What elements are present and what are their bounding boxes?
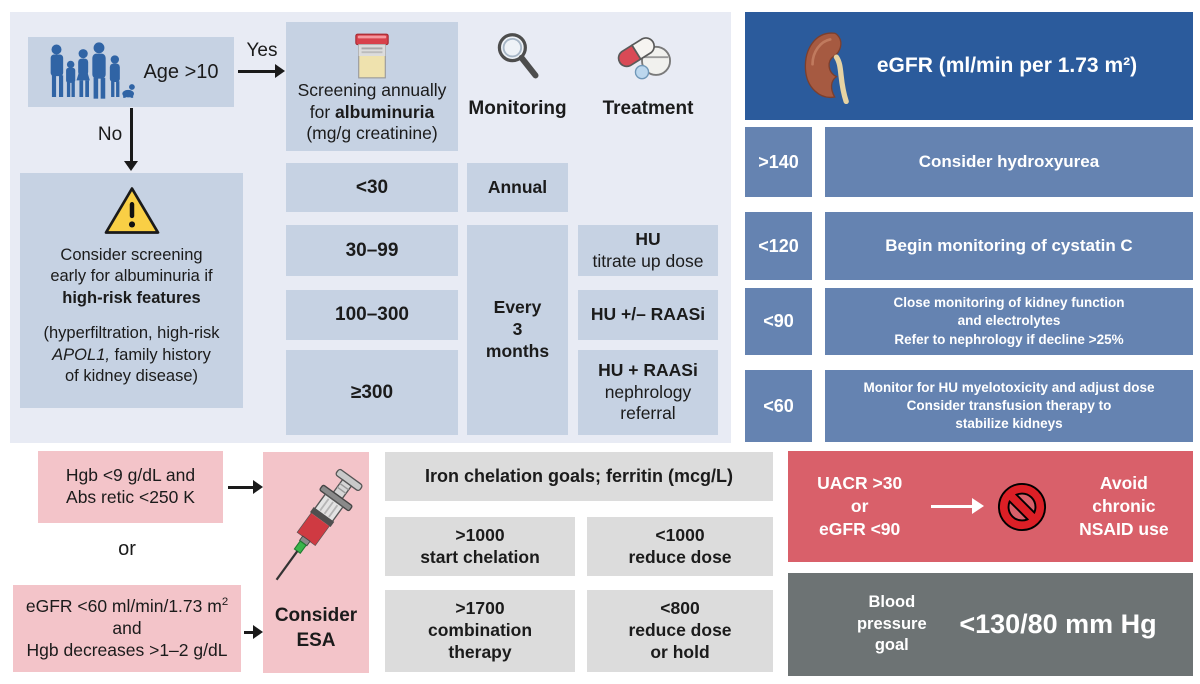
age-box: Age >10 [28, 37, 234, 107]
no-arrow [124, 108, 138, 171]
esa-criteria1-box: Hgb <9 g/dL and Abs retic <250 K [38, 451, 223, 523]
albuminuria-category-box: ≥300 [286, 350, 458, 435]
bp-value: <130/80 mm Hg [959, 609, 1157, 639]
chelation-header: Iron chelation goals; ferritin (mcg/L) [385, 452, 773, 501]
warning-box: Consider screening early for albuminuria… [20, 173, 243, 408]
consider-esa-box: Consider ESA [263, 452, 369, 673]
yes-arrow [238, 64, 285, 78]
prohibition-icon [997, 482, 1047, 532]
egfr-title: eGFR (ml/min per 1.73 m²) [876, 54, 1138, 77]
syringe-icon [268, 462, 364, 598]
egfr-header: eGFR (ml/min per 1.73 m²) [745, 12, 1193, 120]
screening-line2: for albuminuria [309, 101, 435, 122]
egfr-row-text: Consider hydroxyurea [825, 127, 1193, 197]
age-label: Age >10 [143, 60, 219, 83]
nsaid-action: Avoid chronic NSAID use [1079, 473, 1169, 539]
chelation-cell: >1700 combination therapy [385, 590, 575, 672]
nsaid-box: UACR >30 or eGFR <90 Avoid chronic NSAID… [788, 451, 1193, 562]
warning-text-2c: of kidney disease) [65, 367, 198, 386]
chelation-cell: >1000 start chelation [385, 517, 575, 576]
magnifier-icon [492, 28, 542, 89]
warning-triangle-icon [103, 185, 161, 237]
egfr-row-label: <120 [745, 212, 812, 280]
warning-text-1: Consider screening early for albuminuria… [50, 246, 213, 286]
albuminuria-category-box: <30 [286, 163, 458, 212]
urine-cup-icon [353, 32, 391, 80]
monitoring-annual-box: Annual [467, 163, 568, 212]
egfr-row-text: Monitor for HU myelotoxicity and adjust … [825, 370, 1193, 442]
warning-text-2b: APOL1, family history [52, 345, 211, 364]
treatment-header: Treatment [602, 98, 694, 119]
esa-arrow-2 [244, 625, 263, 639]
egfr-row-text: Close monitoring of kidney function and … [825, 288, 1193, 355]
screening-line1: Screening annually [297, 79, 447, 100]
yes-label: Yes [246, 40, 278, 61]
consider-esa-label: Consider ESA [274, 605, 358, 651]
egfr-row-label: <90 [745, 288, 812, 355]
family-icon [43, 42, 136, 102]
or-label: or [118, 538, 136, 560]
warning-text-bold: high-risk features [62, 288, 201, 307]
albuminuria-category-box: 30–99 [286, 225, 458, 276]
no-label: No [97, 124, 123, 145]
egfr-row-label: <60 [745, 370, 812, 442]
chelation-cell: <800 reduce dose or hold [587, 590, 773, 672]
monitoring-header: Monitoring [468, 98, 567, 119]
esa-criteria2-box: eGFR <60 ml/min/1.73 m2 and Hgb decrease… [13, 585, 241, 672]
monitoring-q3m-box: Every 3 months [467, 225, 568, 435]
treatment-box-hu-raasi-nephrology: HU + RAASi nephrology referral [578, 350, 718, 435]
treatment-box-hu-raasi: HU +/– RAASi [578, 290, 718, 340]
esa-arrow-1 [228, 480, 263, 494]
kidney-icon [801, 28, 863, 104]
bp-label: Blood pressure goal [856, 593, 927, 655]
nsaid-arrow [931, 498, 985, 513]
pills-icon [607, 30, 677, 93]
screening-line3: (mg/g creatinine) [306, 123, 438, 144]
warning-text-2a: (hyperfiltration, high-risk [43, 324, 220, 343]
bp-box: Blood pressure goal <130/80 mm Hg [788, 573, 1193, 676]
egfr-row-text: Begin monitoring of cystatin C [825, 212, 1193, 280]
screening-box: Screening annually for albuminuria (mg/g… [286, 22, 458, 151]
chelation-cell: <1000 reduce dose [587, 517, 773, 576]
treatment-box-hu-titrate: HU titrate up dose [578, 225, 718, 276]
albuminuria-category-box: 100–300 [286, 290, 458, 340]
egfr-row-label: >140 [745, 127, 812, 197]
nsaid-condition: UACR >30 or eGFR <90 [817, 473, 903, 539]
